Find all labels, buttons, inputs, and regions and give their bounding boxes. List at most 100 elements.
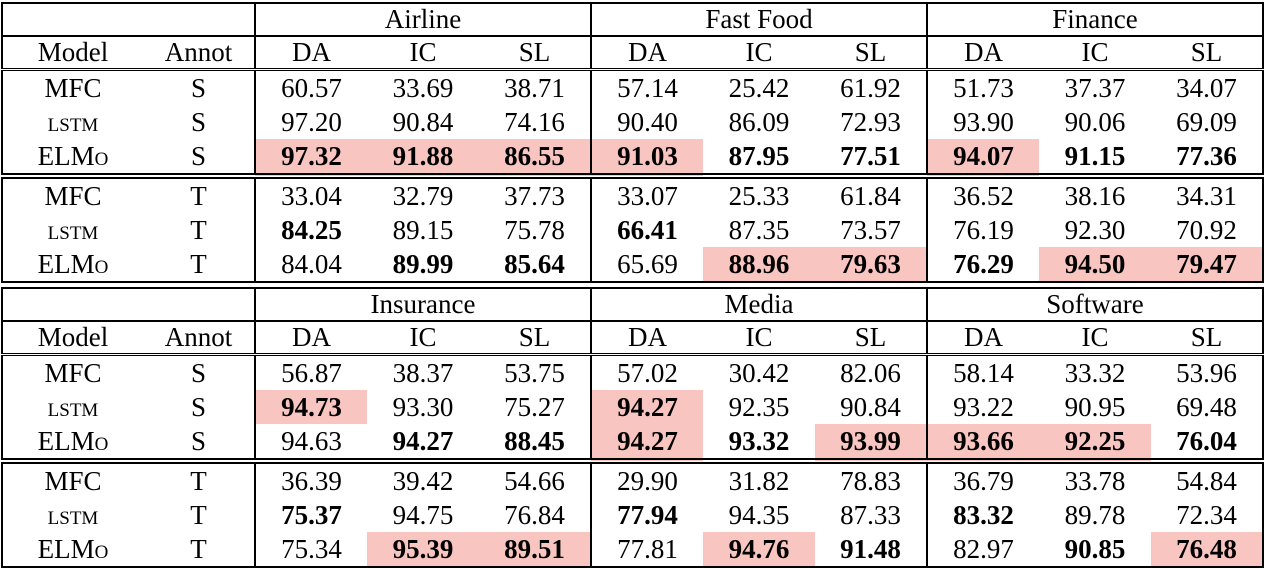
metric-cell: 37.37 — [1064, 72, 1126, 103]
table-row: lstm S 94.73 93.30 75.27 94.27 92.35 90.84 93.22… — [2, 390, 1263, 424]
table-body-1: MFC S 56.87 38.37 53.75 57.02 30.42 82.06 58.14 3… — [2, 354, 1263, 567]
metric-cell: 76.84 — [479, 498, 592, 532]
metric-cell: 75.78 — [479, 213, 592, 247]
annot-label: T — [143, 247, 256, 282]
metric-column-header: SL — [815, 36, 928, 71]
metric-column-header: SL — [479, 321, 592, 356]
metric-cell: 54.84 — [1151, 458, 1263, 498]
domain-header-row: Airline Fast Food Finance — [2, 3, 1263, 37]
metric-cell: 83.32 — [953, 499, 1014, 530]
metric-cell: 94.76 — [703, 532, 815, 567]
model-label: lstm — [47, 106, 99, 137]
metric-cell: 86.55 — [479, 139, 592, 176]
model-label: MFC — [44, 72, 102, 103]
metric-cell: 92.30 — [1064, 214, 1126, 245]
annot-label: T — [143, 173, 256, 213]
metric-cell: 93.30 — [392, 391, 454, 422]
metric-column-header: IC — [367, 321, 479, 356]
metric-cell: 90.84 — [392, 106, 454, 137]
metric-cell: 76.48 — [1151, 532, 1263, 567]
metric-cell: 61.84 — [815, 173, 928, 213]
metric-cell: 97.20 — [281, 106, 342, 137]
metric-cell: 82.06 — [815, 354, 928, 390]
corner-cell — [2, 3, 256, 37]
metric-cell: 75.37 — [281, 499, 342, 530]
metric-cell: 79.63 — [815, 247, 928, 282]
metric-cell: 94.63 — [281, 425, 342, 456]
domain-header-row: Insurance Media Software — [2, 288, 1263, 322]
annot-label: S — [143, 424, 256, 461]
metric-cell: 77.51 — [815, 139, 928, 176]
metric-cell: 85.64 — [479, 247, 592, 282]
metric-cell: 89.15 — [392, 214, 454, 245]
metric-cell: 33.07 — [591, 173, 703, 213]
metric-cell: 34.31 — [1151, 173, 1263, 213]
metric-column-header: IC — [703, 36, 815, 71]
metric-cell: 89.99 — [392, 248, 454, 279]
annot-label: S — [143, 139, 256, 176]
table-row: MFC T 33.04 32.79 37.73 33.07 25.33 61.84 36.52 3… — [2, 173, 1263, 213]
metric-cell: 86.09 — [728, 106, 790, 137]
domain-header: Software — [927, 288, 1263, 322]
model-label: MFC — [44, 357, 102, 388]
metric-cell: 70.92 — [1176, 214, 1237, 245]
model-label: ELMo — [37, 533, 109, 564]
model-label: MFC — [2, 173, 143, 213]
metric-cell: 77.36 — [1176, 140, 1237, 171]
metric-cell: 72.34 — [1176, 499, 1237, 530]
annot-label: S — [143, 390, 256, 424]
metric-column-header: IC — [1039, 321, 1151, 356]
metric-cell: 69.09 — [1176, 106, 1237, 137]
metric-cell: 92.35 — [728, 391, 790, 422]
metric-cell: 84.25 — [281, 214, 342, 245]
metric-column-header: SL — [1151, 36, 1263, 71]
metric-cell: 31.82 — [703, 458, 815, 498]
metric-cell: 38.16 — [1039, 173, 1151, 213]
metric-cell: 91.15 — [1064, 140, 1126, 171]
annot-label: S — [143, 105, 256, 139]
metric-cell: 57.02 — [617, 357, 678, 388]
model-label: lstm — [47, 214, 99, 245]
metric-cell: 33.78 — [1039, 458, 1151, 498]
metric-cell: 76.04 — [1176, 425, 1237, 456]
metric-cell: 25.33 — [703, 173, 815, 213]
metric-cell: 74.16 — [479, 105, 592, 139]
model-label: ELMo — [37, 248, 109, 279]
metric-column-header: IC — [703, 321, 815, 356]
metric-cell: 88.45 — [479, 424, 592, 461]
annot-column-header: Annot — [143, 321, 256, 356]
metric-cell: 57.14 — [617, 72, 678, 103]
table-body-0: MFC S 60.57 33.69 38.71 57.14 25.42 61.92 51.73 3… — [2, 69, 1263, 282]
table-row: lstm T 84.25 89.15 75.78 66.41 87.35 73.57 76.19… — [2, 213, 1263, 247]
annot-column-header: Annot — [143, 36, 256, 71]
metric-cell: 75.27 — [479, 390, 592, 424]
metric-cell: 95.39 — [367, 532, 479, 567]
metric-cell: 87.35 — [728, 214, 790, 245]
domain-header: Airline — [255, 3, 592, 37]
metric-cell: 36.52 — [927, 173, 1039, 213]
metric-cell: 36.39 — [255, 458, 367, 498]
table-row: ELMo S 97.32 91.88 86.55 91.03 87.95 77.51 94.07… — [2, 139, 1263, 176]
table-row: MFC T 36.39 39.42 54.66 29.90 31.82 78.83 36.79 3… — [2, 458, 1263, 498]
annot-label: T — [143, 458, 256, 498]
metric-cell: 92.25 — [1039, 424, 1151, 461]
metric-cell: 61.92 — [815, 69, 928, 105]
column-header-row: Model Annot DA IC SL DA IC SL DA IC SL — [2, 321, 1263, 356]
metric-cell: 30.42 — [728, 357, 790, 388]
metric-column-header: DA — [591, 321, 703, 356]
metric-cell: 75.34 — [281, 533, 342, 564]
table-row: MFC S 60.57 33.69 38.71 57.14 25.42 61.92 51.73 3… — [2, 69, 1263, 105]
metric-cell: 94.50 — [1039, 247, 1151, 282]
annot-label: S — [143, 69, 256, 105]
table-row: ELMo S 94.63 94.27 88.45 94.27 93.32 93.99 93.66… — [2, 424, 1263, 461]
metric-column-header: SL — [479, 36, 592, 71]
domain-header: Fast Food — [591, 3, 928, 37]
metric-cell: 32.79 — [367, 173, 479, 213]
metric-cell: 91.88 — [367, 139, 479, 176]
annot-label: S — [143, 354, 256, 390]
metric-column-header: DA — [927, 321, 1039, 356]
metric-column-header: DA — [255, 36, 367, 71]
metric-cell: 29.90 — [591, 458, 703, 498]
domain-header: Insurance — [255, 288, 592, 322]
